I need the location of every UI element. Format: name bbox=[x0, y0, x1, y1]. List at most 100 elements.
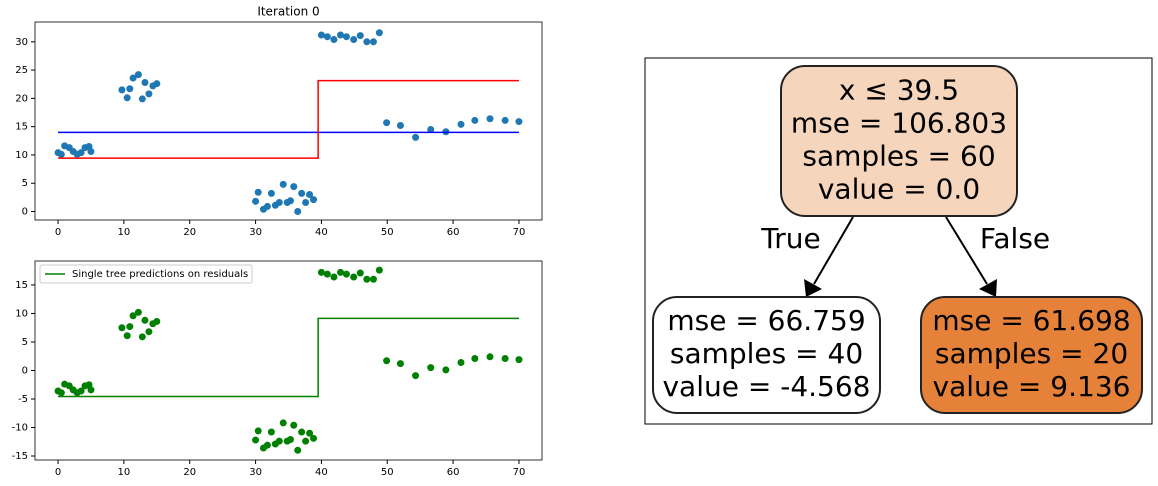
x-tick-label: 40 bbox=[315, 227, 328, 238]
point bbox=[350, 273, 358, 281]
x-tick-label: 30 bbox=[249, 467, 262, 478]
point bbox=[369, 275, 377, 283]
y-tick-label: 0 bbox=[22, 207, 28, 218]
point bbox=[298, 189, 306, 197]
point bbox=[427, 125, 435, 133]
point bbox=[279, 419, 287, 427]
x-tick-label: 70 bbox=[513, 227, 526, 238]
point bbox=[337, 268, 345, 276]
tree-node bbox=[652, 296, 881, 414]
y-tick-label: -5 bbox=[18, 394, 28, 405]
x-tick-label: 30 bbox=[249, 227, 262, 238]
line bbox=[58, 317, 519, 398]
point bbox=[363, 275, 371, 283]
node-text: mse = 61.698 bbox=[932, 304, 1130, 337]
point bbox=[330, 273, 338, 281]
point bbox=[323, 33, 331, 41]
point bbox=[306, 191, 314, 199]
point bbox=[342, 270, 350, 278]
point bbox=[501, 355, 509, 363]
y-tick-label: 25 bbox=[15, 65, 28, 76]
x-tick-label: 70 bbox=[513, 467, 526, 478]
node-text: mse = 106.803 bbox=[791, 107, 1007, 140]
point bbox=[302, 198, 310, 206]
point bbox=[263, 441, 271, 449]
point bbox=[294, 446, 302, 454]
point bbox=[141, 79, 149, 87]
node-text: x ≤ 39.5 bbox=[839, 74, 959, 107]
y-tick-label: 10 bbox=[15, 150, 28, 161]
node-text: value = 9.136 bbox=[933, 370, 1131, 403]
x-tick-label: 20 bbox=[183, 227, 196, 238]
edge bbox=[813, 216, 854, 285]
node-text: samples = 40 bbox=[670, 337, 863, 370]
point bbox=[254, 427, 262, 435]
point bbox=[134, 71, 142, 79]
chart-title: Iteration 0 bbox=[257, 5, 319, 19]
node-text: value = 0.0 bbox=[818, 173, 980, 206]
point bbox=[457, 358, 465, 366]
point bbox=[363, 38, 371, 46]
point bbox=[298, 428, 306, 436]
point bbox=[129, 312, 137, 320]
point bbox=[126, 85, 134, 93]
point bbox=[57, 150, 65, 158]
point bbox=[383, 119, 391, 127]
y-tick-label: -15 bbox=[12, 451, 28, 462]
y-tick-label: 20 bbox=[15, 93, 28, 104]
point bbox=[515, 356, 523, 364]
point bbox=[427, 364, 435, 372]
point bbox=[145, 90, 153, 98]
edge-label: True bbox=[760, 222, 820, 255]
y-tick-label: 15 bbox=[15, 280, 28, 291]
y-tick-label: 5 bbox=[22, 337, 28, 348]
arrow-head bbox=[804, 279, 822, 297]
point bbox=[442, 366, 450, 374]
point bbox=[383, 357, 391, 365]
point bbox=[138, 333, 146, 341]
point bbox=[317, 268, 325, 276]
point bbox=[375, 266, 383, 274]
point bbox=[275, 437, 283, 445]
point bbox=[129, 74, 137, 82]
point bbox=[356, 32, 364, 40]
tree-node bbox=[920, 296, 1143, 414]
point bbox=[350, 36, 358, 44]
line bbox=[58, 79, 519, 159]
point bbox=[134, 308, 142, 316]
x-tick-label: 60 bbox=[447, 227, 460, 238]
point bbox=[515, 118, 523, 126]
point bbox=[252, 197, 260, 205]
point bbox=[330, 36, 338, 44]
point bbox=[118, 86, 126, 94]
point bbox=[279, 180, 287, 188]
point bbox=[138, 95, 146, 103]
point bbox=[302, 437, 310, 445]
y-tick-label: 30 bbox=[15, 37, 28, 48]
point bbox=[145, 328, 153, 336]
legend-box bbox=[39, 264, 253, 284]
point bbox=[57, 389, 65, 397]
x-tick-label: 50 bbox=[381, 467, 394, 478]
point bbox=[290, 183, 298, 191]
plot-area bbox=[54, 29, 523, 216]
point bbox=[153, 317, 161, 325]
x-tick-label: 60 bbox=[447, 467, 460, 478]
x-tick-label: 10 bbox=[118, 467, 131, 478]
point bbox=[263, 202, 271, 210]
y-tick-label: -10 bbox=[12, 422, 28, 433]
point bbox=[342, 33, 350, 41]
plot-area bbox=[54, 266, 523, 454]
point bbox=[310, 434, 318, 442]
y-tick-label: 10 bbox=[15, 308, 28, 319]
point bbox=[118, 324, 126, 332]
point bbox=[290, 421, 298, 429]
x-tick-label: 40 bbox=[315, 467, 328, 478]
point bbox=[275, 198, 283, 206]
legend-label: Single tree predictions on residuals bbox=[72, 269, 248, 280]
point bbox=[412, 133, 420, 141]
point bbox=[126, 323, 134, 331]
point bbox=[252, 436, 260, 444]
